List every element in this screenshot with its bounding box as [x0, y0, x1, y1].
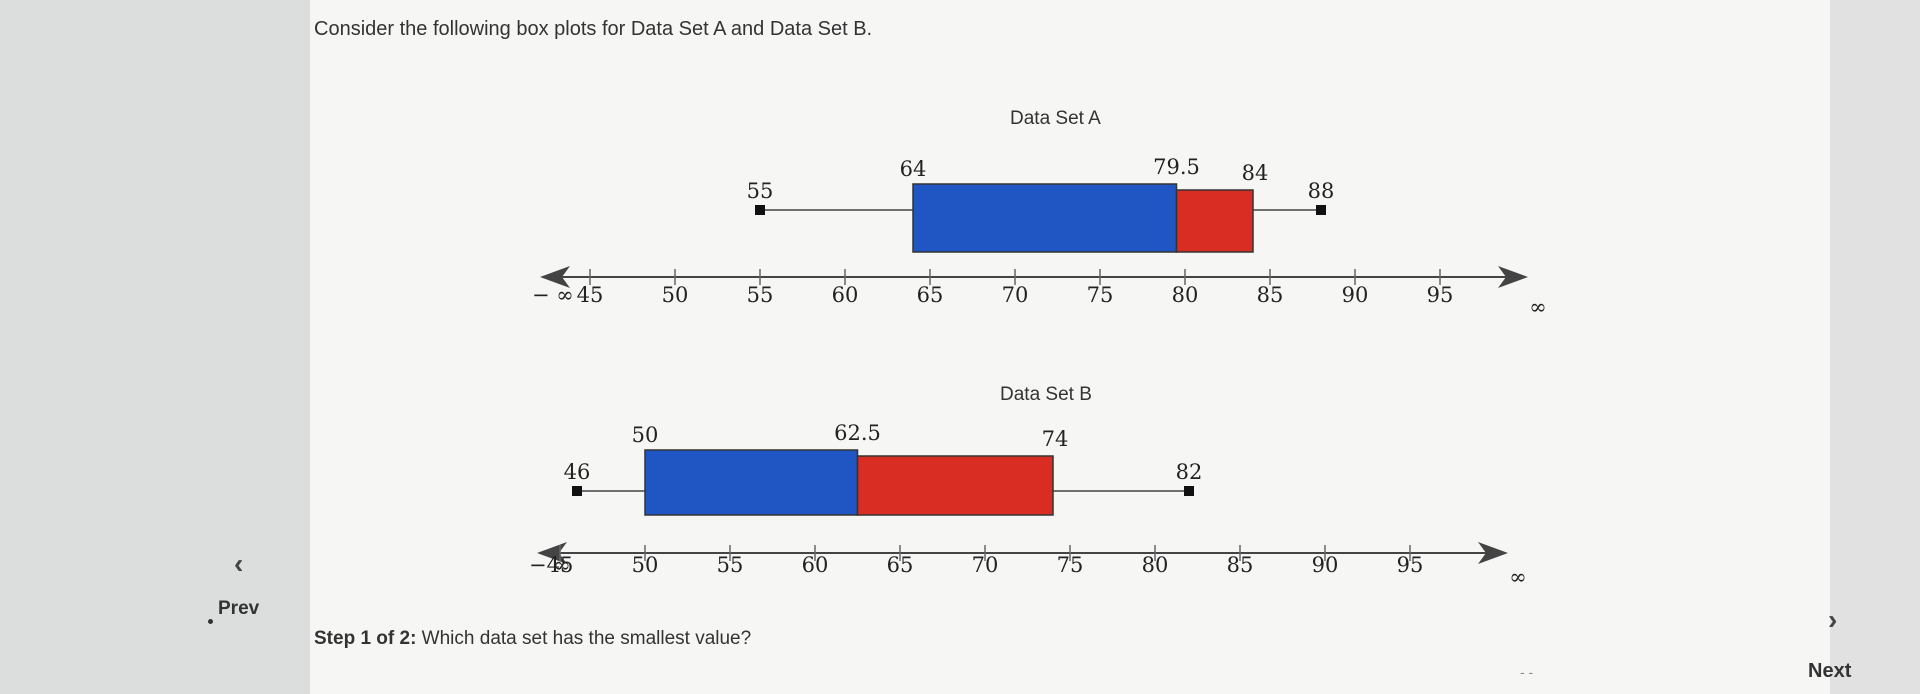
axis-tick-label: 45: [577, 283, 604, 307]
axis-tick-label: 95: [1427, 283, 1454, 307]
median-value-label: 79.5: [1153, 155, 1200, 179]
focus-dot: [208, 619, 213, 624]
q3-value-label: 74: [1042, 427, 1069, 451]
axis-tick-label: 55: [747, 283, 774, 307]
axis-arrow-left: [540, 266, 570, 288]
axis-infinity-label: ∞: [1509, 565, 1527, 589]
box-upper-half: [1175, 189, 1254, 253]
median-value-label: 62.5: [834, 421, 881, 445]
axis-tick-label: 75: [1087, 283, 1114, 307]
q3-value-label: 84: [1242, 161, 1269, 185]
box-upper-half: [856, 455, 1054, 516]
axis-tick-label: 70: [972, 553, 999, 577]
axis-neg-infinity-label: − ∞: [529, 553, 571, 577]
left-gutter: [0, 0, 310, 694]
axis-tick-label: 95: [1397, 553, 1424, 577]
chevron-left-icon[interactable]: ‹: [234, 548, 244, 579]
question-text: Consider the following box plots for Dat…: [314, 18, 873, 40]
max-value-label: 88: [1308, 179, 1335, 203]
step-question: Which data set has the smallest value?: [416, 628, 752, 649]
axis-tick-label: 75: [1057, 553, 1084, 577]
right-gutter: [1830, 0, 1920, 694]
min-value-label: 46: [564, 460, 591, 484]
divider-dashes: - -: [1520, 664, 1534, 680]
axis-arrow-right: [1478, 542, 1508, 564]
step-prompt: Step 1 of 2: Which data set has the smal…: [314, 628, 751, 650]
chart-title-a: Data Set A: [1010, 108, 1101, 129]
chevron-right-icon[interactable]: ›: [1828, 604, 1838, 635]
axis-tick-label: 90: [1312, 553, 1339, 577]
box-lower-half: [644, 449, 859, 516]
q1-value-label: 50: [632, 423, 659, 447]
axis-tick-label: 60: [802, 553, 829, 577]
max-value-label: 82: [1176, 460, 1203, 484]
max-marker: [1316, 205, 1326, 215]
question-card: [310, 0, 1830, 694]
axis-neg-infinity-label: − ∞: [532, 283, 574, 307]
axis-tick-label: 45: [547, 553, 574, 577]
axis-tick-label: 50: [632, 553, 659, 577]
axis-infinity-label: ∞: [1529, 295, 1547, 319]
axis-tick-label: 90: [1342, 283, 1369, 307]
axis-tick-label: 65: [917, 283, 944, 307]
prev-button[interactable]: Prev: [218, 598, 260, 619]
axis-tick-label: 85: [1257, 283, 1284, 307]
next-button[interactable]: Next: [1808, 660, 1852, 682]
q1-value-label: 64: [900, 157, 927, 181]
min-marker: [755, 205, 765, 215]
axis-tick-label: 70: [1002, 283, 1029, 307]
axis-tick-label: 60: [832, 283, 859, 307]
axis-arrow-right: [1498, 266, 1528, 288]
axis-tick-label: 80: [1142, 553, 1169, 577]
axis-tick-label: 50: [662, 283, 689, 307]
axis-tick-label: 55: [717, 553, 744, 577]
min-marker: [572, 486, 582, 496]
min-value-label: 55: [747, 179, 774, 203]
step-prefix: Step 1 of 2:: [314, 628, 417, 649]
box-lower-half: [912, 183, 1178, 253]
chart-title-b: Data Set B: [1000, 384, 1092, 405]
axis-tick-label: 80: [1172, 283, 1199, 307]
axis-tick-label: 85: [1227, 553, 1254, 577]
max-marker: [1184, 486, 1194, 496]
axis-tick-label: 65: [887, 553, 914, 577]
